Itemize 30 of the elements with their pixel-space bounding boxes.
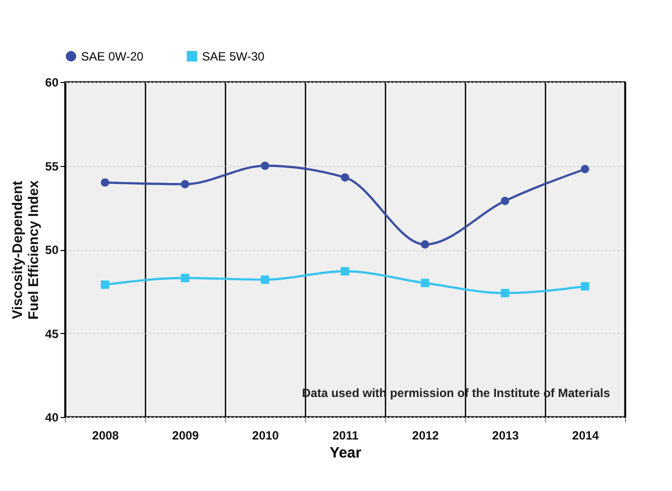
point: [340, 173, 350, 182]
point: [340, 267, 350, 276]
point: [420, 278, 430, 288]
y-tick-label: 50: [45, 243, 59, 257]
y-axis-title: Viscosity-Dependent Fuel Efficiency Index: [9, 180, 42, 320]
point: [180, 180, 190, 188]
x-tick-label: 2011: [332, 428, 359, 442]
legend-label: SAE 0W-20: [81, 49, 144, 64]
legend-label: SAE 5W-30: [202, 49, 265, 64]
y-tick-label: 55: [45, 159, 59, 174]
point: [260, 275, 270, 284]
x-tick-label: 2013: [492, 428, 520, 442]
point: [580, 164, 590, 174]
point: [100, 178, 110, 187]
point: [260, 162, 270, 170]
x-tick-label: 2009: [172, 428, 200, 442]
point: [180, 274, 190, 282]
x-tick-label: 2012: [412, 428, 440, 442]
point: [580, 282, 590, 291]
y-tick-label: 45: [45, 326, 59, 341]
x-tick-label: 2014: [572, 428, 600, 442]
y-tick-label: 40: [45, 410, 59, 424]
x-tick-label: 2008: [92, 428, 120, 442]
point: [500, 288, 510, 298]
y-tick-label: 60: [45, 76, 59, 90]
point: [500, 196, 510, 206]
x-axis-title: Year: [330, 444, 362, 462]
point: [100, 280, 110, 289]
point: [420, 240, 430, 249]
x-tick-label: 2010: [252, 428, 280, 442]
